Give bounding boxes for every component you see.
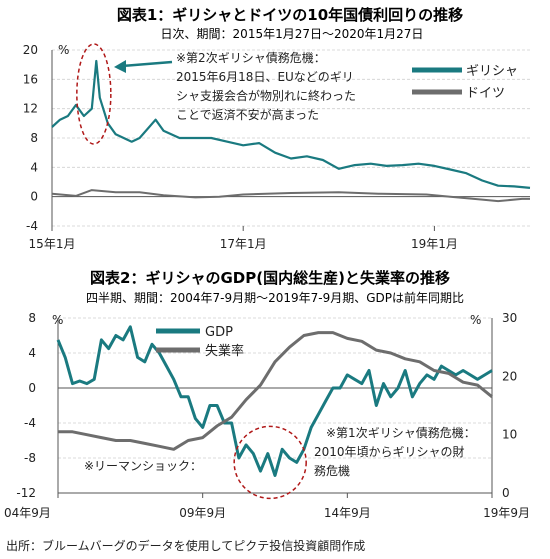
chart2-right-tick: 30 <box>502 311 517 325</box>
chart1-series <box>51 59 531 203</box>
chart1-title: 図表1：ギリシャとドイツの10年国債利回りの推移 <box>117 6 463 24</box>
chart1-x-tick: 19年1月 <box>411 237 458 251</box>
chart2-left-tick: 4 <box>28 346 36 360</box>
chart2-x-tick: 14年9月 <box>324 506 371 520</box>
chart1-y-tick: 0 <box>30 190 38 204</box>
chart2-annotation-debt-crisis: 2010年頃からギリシャの財 <box>314 444 465 459</box>
chart1-y-tick: -4 <box>26 219 38 233</box>
chart1-annotation-arrow-line <box>121 60 173 68</box>
chart2-legend: GDP 失業率 <box>156 325 244 359</box>
chart2-right-unit: % <box>470 313 481 327</box>
chart1-x-ticks: 15年1月 17年1月 19年1月 <box>29 226 458 251</box>
chart2-right-tick: 0 <box>502 486 510 500</box>
chart1-y-tick: 8 <box>30 131 38 145</box>
chart1-annotation-line: ※第2次ギリシャ債務危機： <box>176 50 326 65</box>
chart1-annotation-arrow-head <box>114 60 126 73</box>
chart1-legend-label: ギリシャ <box>466 64 518 79</box>
chart1-y-tick: 12 <box>23 102 38 116</box>
chart2-series-line-gdp <box>56 325 493 477</box>
chart2-legend-label: GDP <box>205 325 233 340</box>
chart2-left-tick: -12 <box>16 486 36 500</box>
chart2-grid <box>57 317 493 494</box>
chart1-y-tick: 16 <box>23 72 38 86</box>
chart2-series-line-unemployment <box>58 331 493 451</box>
chart2-x-tick: 19年9月 <box>483 506 530 520</box>
chart1-legend-label: ドイツ <box>466 86 505 101</box>
chart1-series-line-greece <box>51 59 531 189</box>
chart2-left-tick: -8 <box>24 451 36 465</box>
chart2-y-ticks: 8 4 0 -4 -8 -12 30 20 10 0 <box>16 311 517 500</box>
chart2-annotation-lehman: ※リーマンショック： <box>84 459 202 473</box>
chart2-highlight-ellipse <box>233 425 307 500</box>
chart1-annotation-line: シャ支援会合が物別れに終わった <box>176 88 356 103</box>
chart2-left-tick: 0 <box>28 381 36 395</box>
chart2-right-tick: 10 <box>502 428 517 442</box>
chart1-y-tick: 20 <box>23 43 38 57</box>
source-note: 出所：ブルームバーグのデータを使用してピクテ投信投資顧問作成 <box>6 538 365 553</box>
chart1-x-tick: 15年1月 <box>29 237 76 251</box>
chart2-left-tick: -4 <box>24 416 36 430</box>
chart1-annotation-line: 2015年6月18日、EUなどのギリ <box>176 70 354 84</box>
chart2-annotation-debt-crisis: 務危機 <box>314 463 350 478</box>
chart1-subtitle: 日次、期間：2015年1月27日～2020年1月27日 <box>161 27 424 41</box>
chart1-y-tick: 4 <box>30 160 38 174</box>
chart2-annotation-debt-crisis: ※第1次ギリシャ債務危機： <box>326 425 476 440</box>
chart1-annotation-line: ことで返済不安が高まった <box>176 107 319 122</box>
chart1-x-tick: 17年1月 <box>220 237 267 251</box>
chart1-y-ticks: 20 16 12 8 4 0 -4 <box>23 43 38 233</box>
chart2-x-ticks: 04年9月 09年9月 14年9月 19年9月 <box>4 493 530 520</box>
chart2-x-tick: 04年9月 <box>4 506 51 520</box>
chart1-highlight-ellipse <box>76 43 112 145</box>
chart2-legend-label: 失業率 <box>205 343 244 359</box>
chart2-subtitle: 四半期、期間：2004年7-9月期～2019年7-9月期、GDPは前年同期比 <box>86 290 464 305</box>
chart1-series-line-germany <box>51 189 530 203</box>
chart2-x-tick: 09年9月 <box>179 506 226 520</box>
chart2-left-unit: % <box>52 313 63 327</box>
chart1-y-unit: % <box>58 43 69 57</box>
chart2-left-tick: 8 <box>28 311 36 325</box>
chart2-title: 図表2：ギリシャのGDP(国内総生産)と失業率の推移 <box>90 269 450 287</box>
chart2-series <box>56 325 493 477</box>
chart2-right-tick: 20 <box>502 369 517 383</box>
chart1-annotation: ※第2次ギリシャ債務危機： 2015年6月18日、EUなどのギリシャ支援会合が物別… <box>76 43 356 145</box>
